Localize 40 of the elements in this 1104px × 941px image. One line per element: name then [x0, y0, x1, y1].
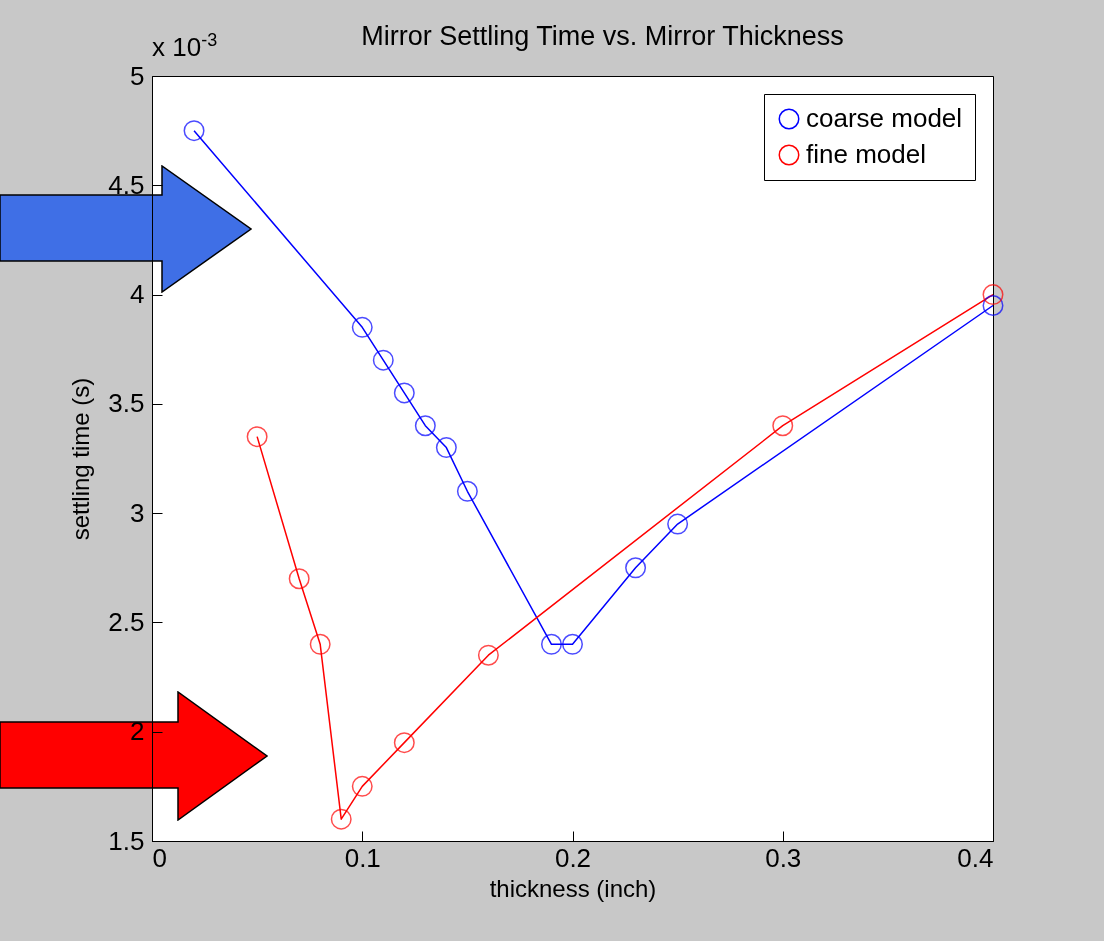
- text: x 10$^{-3}$: [152, 30, 218, 63]
- point: [330, 808, 352, 830]
- point: [288, 568, 310, 590]
- point: [982, 284, 1004, 306]
- point: [393, 382, 415, 404]
- point: [309, 633, 331, 655]
- y-tick-label: 2: [130, 716, 145, 747]
- chart-title: Mirror Settling Time vs. Mirror Thickness: [361, 21, 844, 51]
- point: [183, 120, 205, 142]
- y-tick-label: 2.5: [108, 606, 145, 637]
- x-tick-label: 0: [152, 842, 167, 873]
- x-tick-label: 0.2: [554, 842, 592, 873]
- y-tick-label: 1.5: [108, 825, 145, 856]
- point: [393, 732, 415, 754]
- x-tick-label: 0.3: [765, 842, 802, 873]
- y-axis-title: settling time (s): [67, 377, 95, 541]
- point: [562, 633, 583, 655]
- point: [351, 775, 373, 797]
- point: [477, 644, 499, 666]
- x-tick-label: 0.4: [957, 842, 994, 873]
- legend-label: coarse model: [806, 103, 963, 133]
- point: [435, 437, 457, 459]
- x-tick-label: 0.1: [344, 842, 381, 873]
- y-tick-label: 4.5: [108, 169, 145, 200]
- y-tick-label: 3: [130, 497, 145, 528]
- legend-label: fine model: [806, 139, 926, 169]
- y-tick-label: 4: [130, 279, 145, 310]
- y-tick-label: 5: [130, 60, 145, 91]
- point: [246, 426, 268, 448]
- point: [667, 513, 689, 535]
- point: [540, 633, 562, 655]
- point: [456, 480, 478, 502]
- point: [625, 557, 647, 579]
- point: [351, 316, 373, 338]
- point: [372, 349, 394, 371]
- point: [772, 415, 794, 437]
- point: [414, 415, 436, 437]
- x-axis-title: thickness (inch): [489, 874, 657, 902]
- y-tick-label: 3.5: [108, 388, 145, 419]
- point: [982, 295, 1004, 316]
